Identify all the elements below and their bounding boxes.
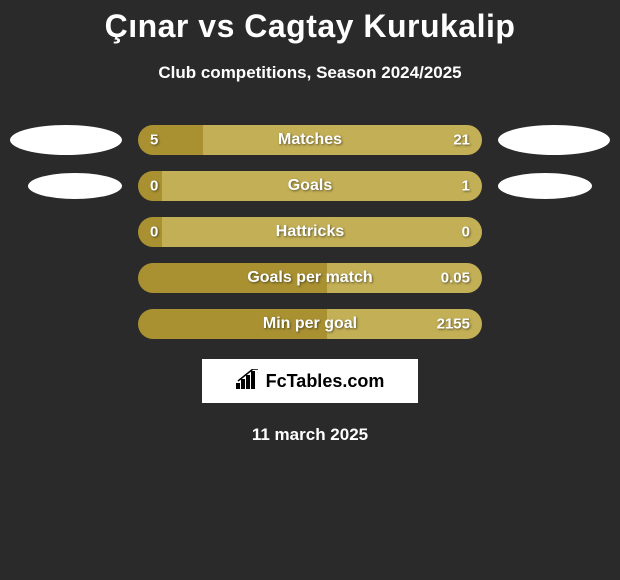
stat-right-value: 1 — [462, 178, 470, 195]
date-line: 11 march 2025 — [0, 425, 620, 445]
left-bubble — [10, 125, 122, 155]
stat-left-value: 0 — [150, 224, 158, 241]
left-bubble — [28, 173, 122, 199]
chart-icon — [236, 369, 260, 394]
stat-right-value: 2155 — [437, 316, 470, 333]
stat-label: Matches — [278, 131, 342, 149]
stat-label: Min per goal — [263, 315, 357, 333]
stat-bar: Min per goal 2155 — [138, 309, 482, 339]
stat-row: Goals per match 0.05 — [10, 263, 610, 293]
stat-right-value: 0 — [462, 224, 470, 241]
brand-text: FcTables.com — [266, 371, 385, 392]
subtitle: Club competitions, Season 2024/2025 — [0, 63, 620, 83]
bar-right-segment — [203, 125, 482, 155]
stat-bar: 0 Goals 1 — [138, 171, 482, 201]
stat-left-value: 5 — [150, 132, 158, 149]
stats-area: 5 Matches 21 0 Goals 1 0 Hattricks 0 Goals per ma… — [0, 125, 620, 339]
stat-right-value: 0.05 — [441, 270, 470, 287]
bar-left-segment — [138, 125, 203, 155]
right-bubble — [498, 125, 610, 155]
stat-row: 0 Goals 1 — [10, 171, 610, 201]
stat-bar: 5 Matches 21 — [138, 125, 482, 155]
stat-bar: 0 Hattricks 0 — [138, 217, 482, 247]
right-bubble — [498, 173, 592, 199]
stat-right-value: 21 — [453, 132, 470, 149]
stat-row: 0 Hattricks 0 — [10, 217, 610, 247]
stat-bar: Goals per match 0.05 — [138, 263, 482, 293]
page-title: Çınar vs Cagtay Kurukalip — [0, 8, 620, 45]
stat-label: Goals per match — [247, 269, 372, 287]
stat-label: Goals — [288, 177, 332, 195]
stat-row: Min per goal 2155 — [10, 309, 610, 339]
stat-left-value: 0 — [150, 178, 158, 195]
brand-box: FcTables.com — [202, 359, 418, 403]
stat-label: Hattricks — [276, 223, 344, 241]
comparison-infographic: Çınar vs Cagtay Kurukalip Club competiti… — [0, 0, 620, 445]
stat-row: 5 Matches 21 — [10, 125, 610, 155]
